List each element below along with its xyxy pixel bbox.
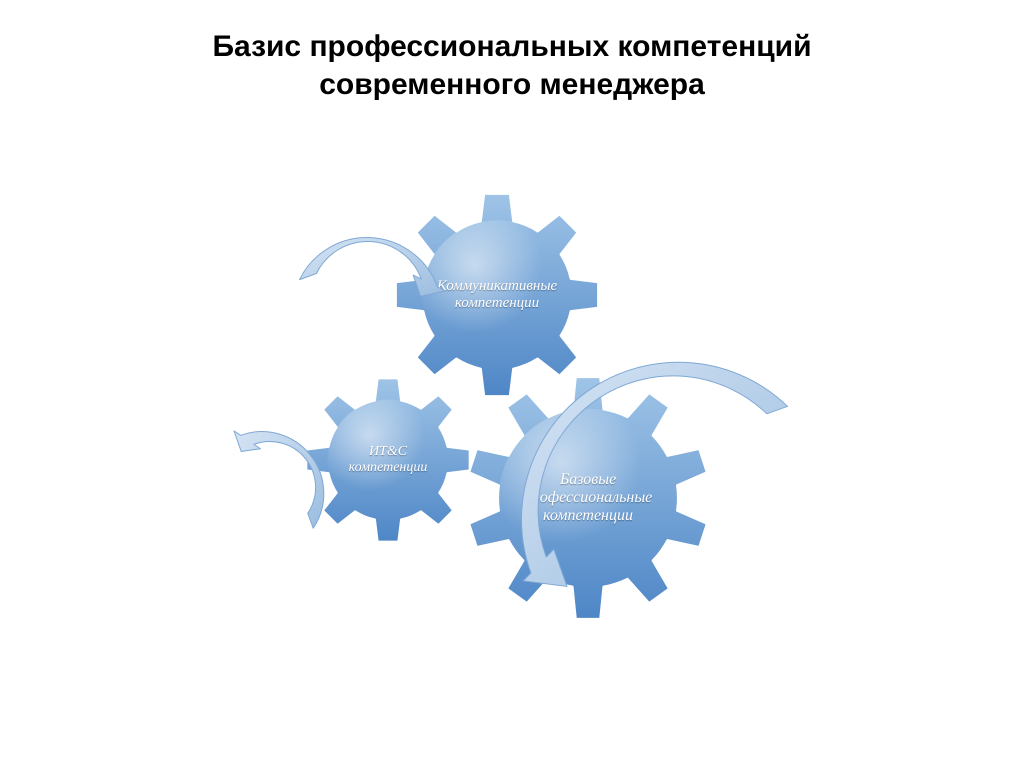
diagram-stage: КоммуникативныекомпетенцииИТ&Cкомпетенци…	[0, 0, 1024, 767]
arrow-left	[192, 370, 392, 570]
arrow-right	[442, 262, 838, 658]
slide: { "title": { "line1": "Базис профессиона…	[0, 0, 1024, 767]
